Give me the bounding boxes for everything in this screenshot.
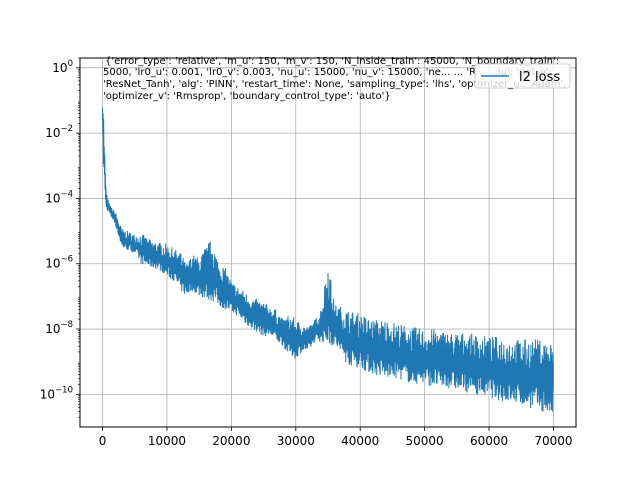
y-tick-base: 10 xyxy=(45,322,60,336)
title-line-2: 5000, 'lr0_u': 0.001, 'lr0_v': 0.003, 'n… xyxy=(103,67,552,78)
series-line xyxy=(102,107,554,412)
x-tick-label: 40000 xyxy=(341,434,379,448)
x-tick-label: 10000 xyxy=(148,434,186,448)
x-axis: 0 10000 20000 30000 40000 50000 60000 70000 xyxy=(99,427,573,448)
title-line-4: 'optimizer_v': 'Rmsprop', 'boundary_cont… xyxy=(103,91,391,102)
x-tick-label: 60000 xyxy=(470,434,508,448)
x-tick-label: 0 xyxy=(99,434,107,448)
y-tick-exponent: 0 xyxy=(68,59,73,69)
plot-area xyxy=(102,107,554,412)
legend: l2 loss xyxy=(474,63,571,89)
y-tick-exponent: −2 xyxy=(60,124,73,134)
chart-title: {'error_type': 'relative', 'm_u': 150, '… xyxy=(103,56,566,102)
y-tick-label: 10−4 xyxy=(45,189,73,205)
y-tick-base: 10 xyxy=(45,126,60,140)
y-tick-exponent: −6 xyxy=(60,255,73,265)
y-tick-label: 10−8 xyxy=(45,320,73,336)
x-tick-label: 30000 xyxy=(277,434,315,448)
x-tick-label: 70000 xyxy=(534,434,572,448)
y-tick-base: 10 xyxy=(45,257,60,271)
y-tick-exponent: −4 xyxy=(60,189,73,199)
title-line-1: {'error_type': 'relative', 'm_u': 150, '… xyxy=(105,56,559,67)
x-tick-label: 50000 xyxy=(406,434,444,448)
y-tick-label: 10−10 xyxy=(40,385,73,401)
y-tick-label: 10−6 xyxy=(45,255,73,271)
y-tick-exponent: −10 xyxy=(55,385,73,395)
legend-label: l2 loss xyxy=(519,70,560,85)
y-tick-base: 10 xyxy=(40,387,55,401)
y-tick-base: 10 xyxy=(52,61,67,75)
y-tick-label: 10−2 xyxy=(45,124,73,140)
y-tick-base: 10 xyxy=(45,191,60,205)
axes-frame xyxy=(79,57,577,428)
y-tick-label: 100 xyxy=(52,59,73,75)
title-line-3: 'ResNet_Tanh', 'alg': 'PINN', 'restart_t… xyxy=(103,79,566,90)
y-tick-exponent: −8 xyxy=(60,320,73,330)
legend-box xyxy=(474,63,571,89)
series-l2-loss xyxy=(102,107,554,412)
x-tick-label: 20000 xyxy=(212,434,250,448)
